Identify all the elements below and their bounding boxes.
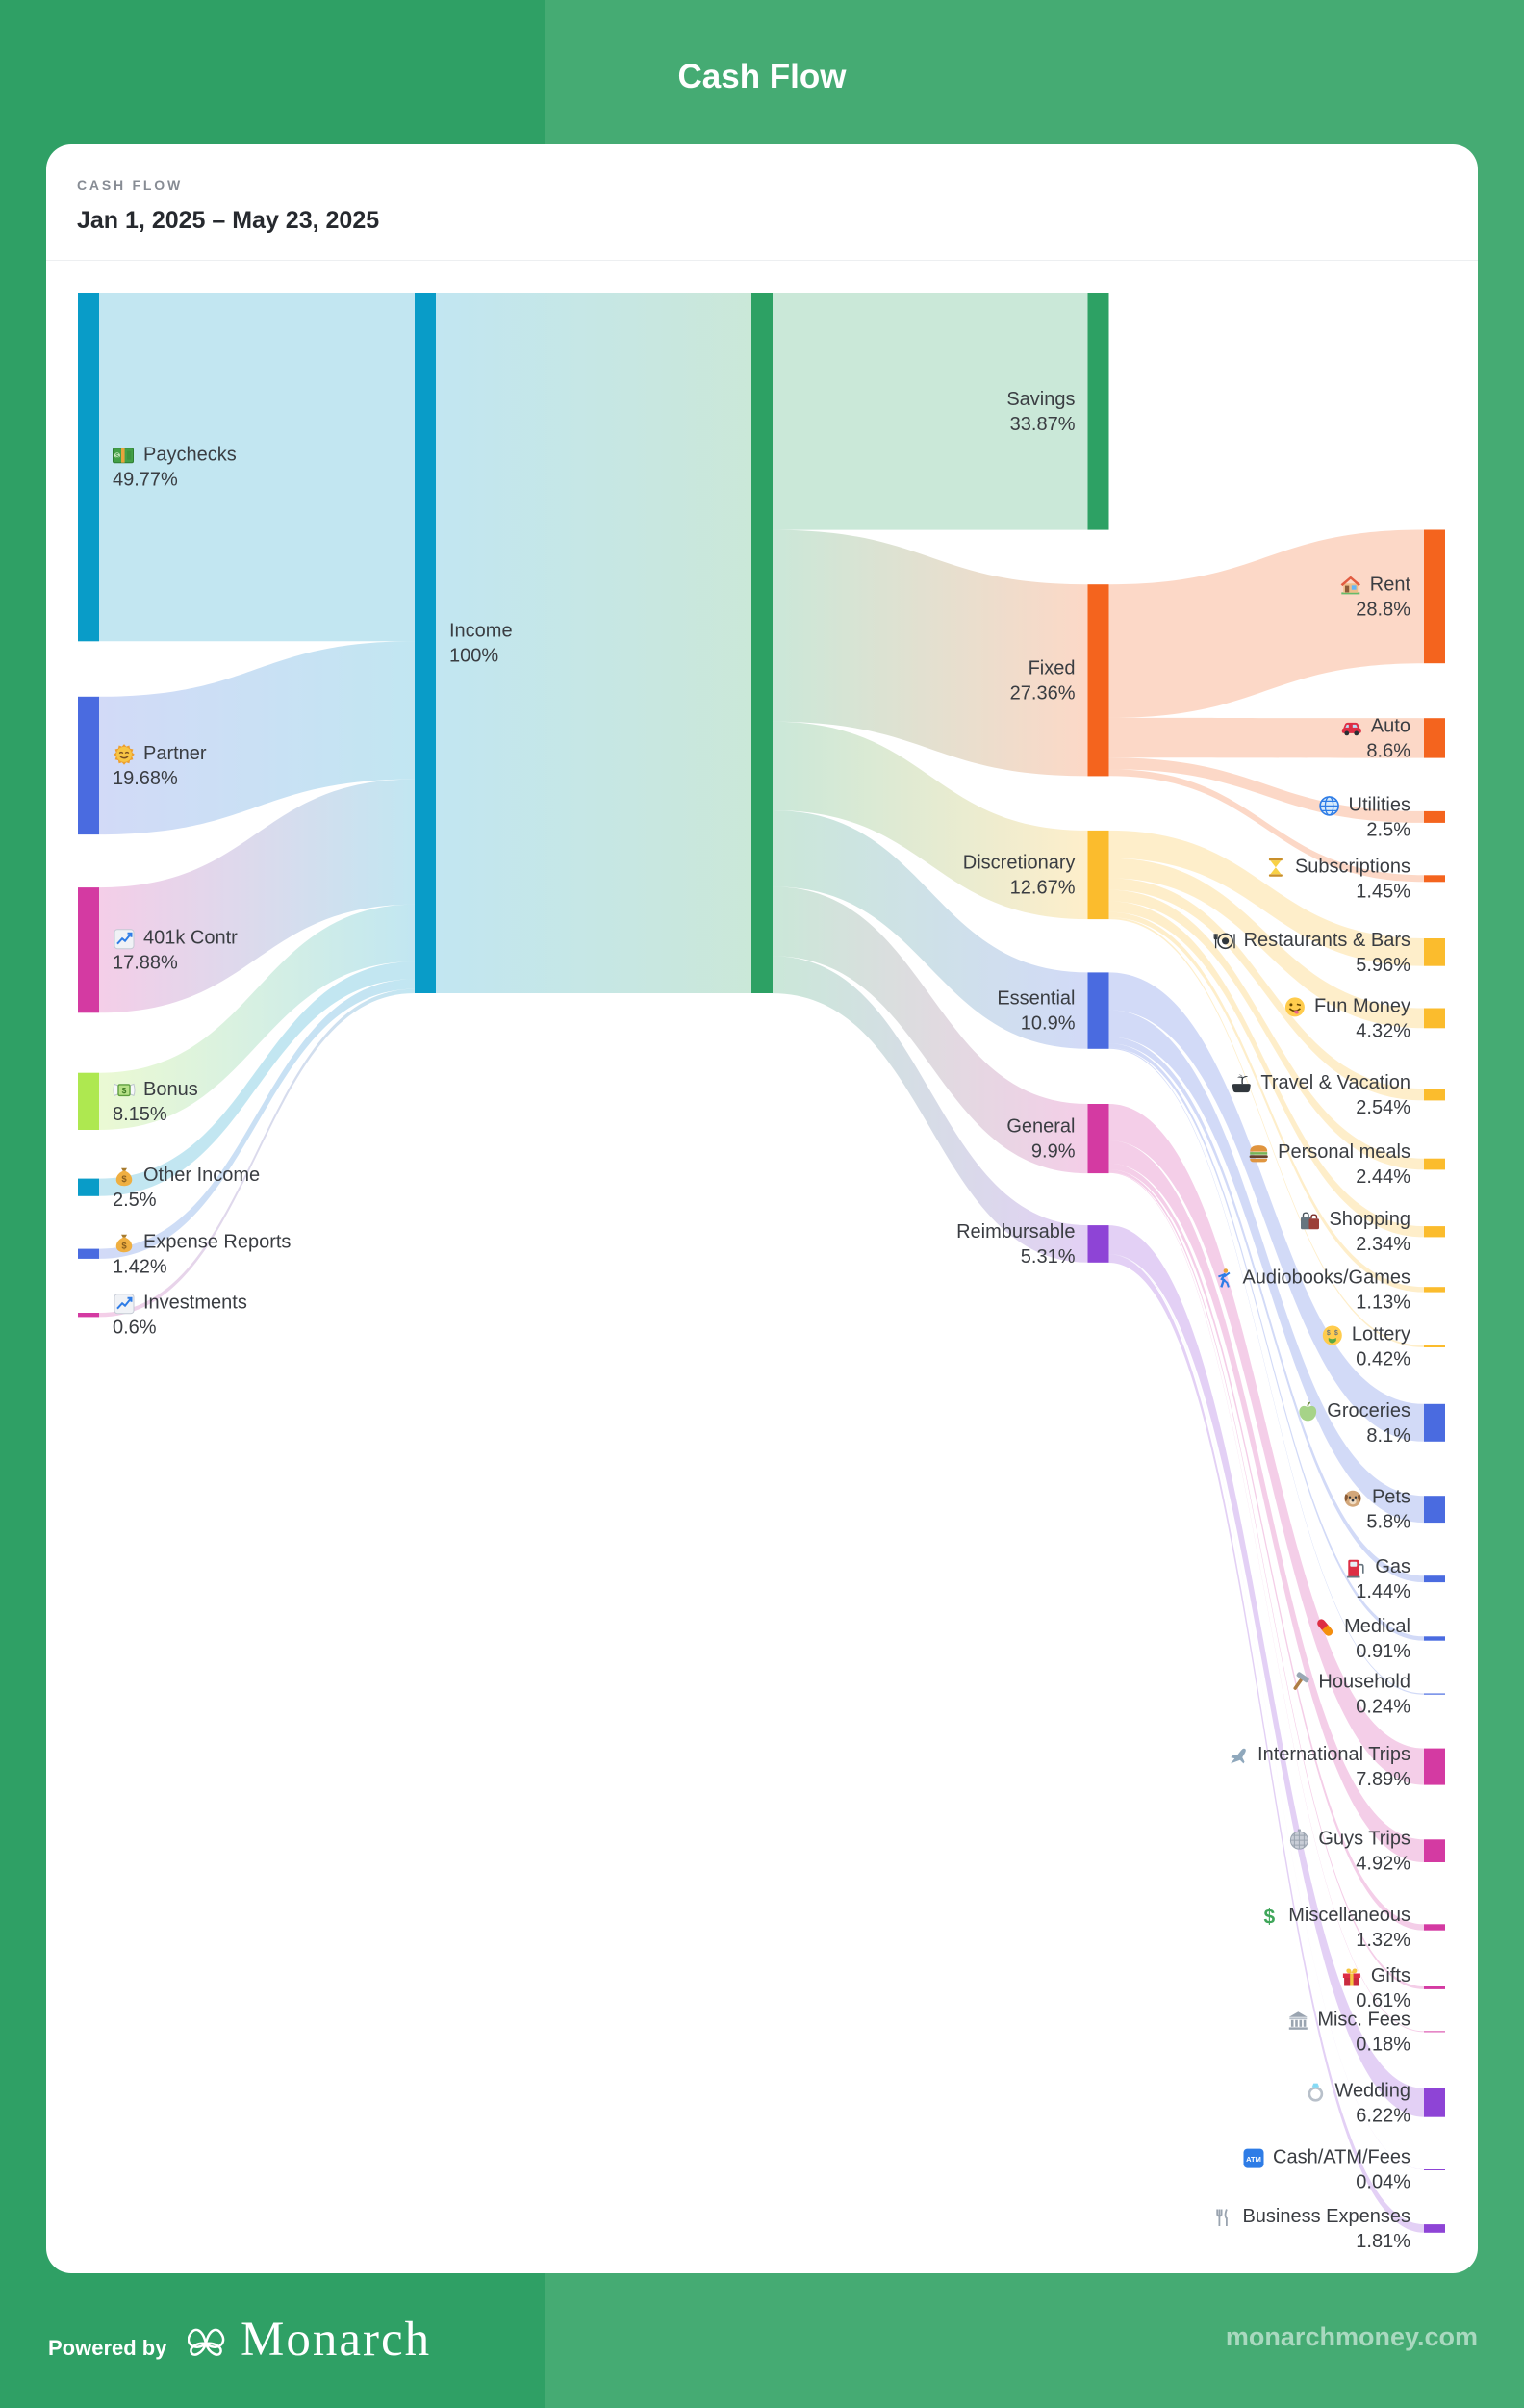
svg-text:Travel & Vacation: Travel & Vacation	[1260, 1072, 1410, 1093]
svg-text:5.8%: 5.8%	[1366, 1512, 1410, 1533]
svg-text:Investments: Investments	[143, 1293, 247, 1314]
svg-text:10.9%: 10.9%	[1021, 1013, 1076, 1035]
svg-text:Fun Money: Fun Money	[1314, 995, 1410, 1016]
svg-text:Reimbursable: Reimbursable	[956, 1221, 1075, 1242]
svg-text:Groceries: Groceries	[1327, 1400, 1410, 1422]
svg-text:4.92%: 4.92%	[1356, 1854, 1410, 1875]
svg-text:International Trips: International Trips	[1257, 1744, 1410, 1765]
svg-text:12.67%: 12.67%	[1010, 878, 1076, 899]
svg-text:7.89%: 7.89%	[1356, 1769, 1410, 1790]
svg-text:$: $	[122, 1086, 127, 1095]
svg-text:33.87%: 33.87%	[1010, 414, 1076, 435]
svg-text:1.42%: 1.42%	[113, 1256, 167, 1277]
svg-text:$: $	[115, 453, 119, 460]
svg-text:Lottery: Lottery	[1352, 1324, 1410, 1345]
svg-text:2.54%: 2.54%	[1356, 1097, 1410, 1118]
svg-text:Fixed: Fixed	[1029, 657, 1076, 679]
svg-text:$: $	[1327, 1330, 1331, 1337]
svg-text:2.5%: 2.5%	[113, 1190, 157, 1211]
svg-text:Guys Trips: Guys Trips	[1318, 1829, 1410, 1850]
svg-text:ATM: ATM	[1246, 2155, 1261, 2164]
svg-text:9.9%: 9.9%	[1031, 1141, 1076, 1163]
svg-text:2.34%: 2.34%	[1356, 1234, 1410, 1255]
svg-text:Misc. Fees: Misc. Fees	[1317, 2009, 1410, 2030]
svg-text:8.1%: 8.1%	[1366, 1425, 1410, 1447]
svg-text:General: General	[1006, 1116, 1075, 1138]
svg-text:Income: Income	[449, 621, 513, 642]
svg-text:Gas: Gas	[1375, 1556, 1410, 1577]
svg-text:Cash/ATM/Fees: Cash/ATM/Fees	[1273, 2147, 1410, 2168]
svg-text:1.13%: 1.13%	[1356, 1292, 1410, 1313]
svg-text:4.32%: 4.32%	[1356, 1020, 1410, 1041]
svg-text:17.88%: 17.88%	[113, 953, 178, 974]
svg-text:Shopping: Shopping	[1329, 1209, 1410, 1230]
svg-text:1.81%: 1.81%	[1356, 2231, 1410, 2252]
svg-text:Discretionary: Discretionary	[963, 853, 1076, 874]
svg-text:Expense Reports: Expense Reports	[143, 1231, 291, 1252]
svg-text:Medical: Medical	[1344, 1616, 1410, 1637]
svg-text:0.18%: 0.18%	[1356, 2034, 1410, 2055]
svg-text:0.6%: 0.6%	[113, 1318, 157, 1339]
svg-text:28.8%: 28.8%	[1356, 599, 1410, 620]
svg-text:Miscellaneous: Miscellaneous	[1288, 1905, 1410, 1926]
svg-text:0.42%: 0.42%	[1356, 1349, 1410, 1371]
svg-text:0.91%: 0.91%	[1356, 1641, 1410, 1662]
svg-text:100%: 100%	[449, 646, 498, 667]
svg-text:Essential: Essential	[997, 988, 1075, 1010]
svg-text:Household: Household	[1318, 1672, 1410, 1693]
svg-text:Wedding: Wedding	[1334, 2080, 1410, 2101]
svg-text:1.32%: 1.32%	[1356, 1930, 1410, 1951]
svg-text:Business Expenses: Business Expenses	[1242, 2206, 1410, 2227]
svg-text:Restaurants & Bars: Restaurants & Bars	[1244, 930, 1410, 951]
svg-text:Partner: Partner	[143, 743, 207, 764]
svg-text:Paychecks: Paychecks	[143, 445, 237, 466]
svg-text:5.96%: 5.96%	[1356, 955, 1410, 976]
svg-text:6.22%: 6.22%	[1356, 2105, 1410, 2126]
svg-text:1.45%: 1.45%	[1356, 881, 1410, 902]
svg-text:0.04%: 0.04%	[1356, 2172, 1410, 2193]
svg-text:49.77%: 49.77%	[113, 470, 178, 491]
svg-text:5.31%: 5.31%	[1021, 1246, 1076, 1268]
svg-text:Other Income: Other Income	[143, 1165, 260, 1186]
svg-text:8.15%: 8.15%	[113, 1104, 167, 1125]
svg-text:Bonus: Bonus	[143, 1079, 198, 1100]
svg-text:8.6%: 8.6%	[1366, 740, 1410, 761]
svg-text:0.24%: 0.24%	[1356, 1697, 1410, 1718]
svg-text:$: $	[1263, 1907, 1275, 1929]
svg-text:Gifts: Gifts	[1371, 1965, 1410, 1986]
svg-text:19.68%: 19.68%	[113, 768, 178, 789]
svg-text:2.5%: 2.5%	[1366, 819, 1410, 840]
svg-text:$: $	[1334, 1330, 1338, 1337]
svg-text:$: $	[121, 1241, 127, 1251]
svg-text:2.44%: 2.44%	[1356, 1166, 1410, 1188]
svg-text:Auto: Auto	[1371, 715, 1410, 736]
svg-text:Utilities: Utilities	[1349, 794, 1410, 815]
svg-text:Audiobooks/Games: Audiobooks/Games	[1242, 1267, 1410, 1288]
svg-text:Rent: Rent	[1370, 574, 1411, 595]
svg-text:Pets: Pets	[1372, 1487, 1410, 1508]
svg-text:Savings: Savings	[1006, 389, 1075, 410]
svg-text:27.36%: 27.36%	[1010, 682, 1076, 704]
svg-text:401k Contr: 401k Contr	[143, 928, 238, 949]
svg-text:Subscriptions: Subscriptions	[1295, 856, 1410, 877]
svg-text:Personal meals: Personal meals	[1278, 1141, 1410, 1163]
svg-text:$: $	[121, 1174, 127, 1185]
svg-text:0.61%: 0.61%	[1356, 1990, 1410, 2011]
svg-text:1.44%: 1.44%	[1356, 1581, 1410, 1602]
